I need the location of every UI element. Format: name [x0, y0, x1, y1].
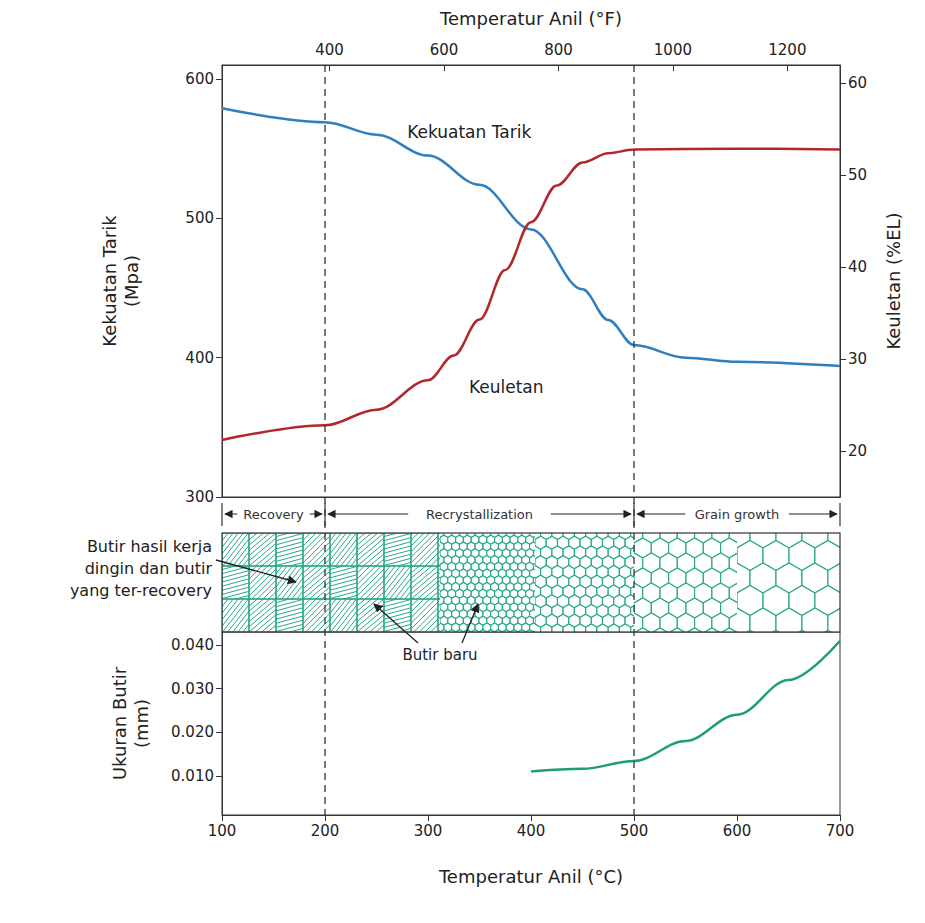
svg-text:Butir baru: Butir baru — [402, 646, 477, 664]
svg-text:500: 500 — [620, 822, 649, 840]
svg-text:Keuletan: Keuletan — [469, 377, 544, 397]
svg-text:Recovery: Recovery — [243, 507, 304, 522]
svg-text:700: 700 — [826, 822, 855, 840]
svg-text:20: 20 — [848, 442, 867, 460]
svg-text:400: 400 — [315, 41, 344, 59]
svg-text:0.030: 0.030 — [171, 680, 214, 698]
svg-text:200: 200 — [311, 822, 340, 840]
svg-text:(mm): (mm) — [131, 699, 152, 748]
svg-text:Temperatur Anil (°C): Temperatur Anil (°C) — [438, 866, 623, 887]
svg-text:600: 600 — [723, 822, 752, 840]
svg-text:Ukuran Butir: Ukuran Butir — [109, 666, 130, 780]
svg-text:1200: 1200 — [768, 41, 806, 59]
svg-text:100: 100 — [208, 822, 237, 840]
svg-text:400: 400 — [517, 822, 546, 840]
svg-text:600: 600 — [185, 70, 214, 88]
svg-text:300: 300 — [414, 822, 443, 840]
svg-text:50: 50 — [848, 166, 867, 184]
svg-text:Grain growth: Grain growth — [695, 507, 780, 522]
svg-text:1000: 1000 — [654, 41, 692, 59]
svg-text:Recrystallization: Recrystallization — [426, 507, 533, 522]
svg-text:800: 800 — [544, 41, 573, 59]
svg-text:40: 40 — [848, 258, 867, 276]
svg-text:300: 300 — [185, 488, 214, 506]
svg-text:60: 60 — [848, 74, 867, 92]
svg-text:Keuletan (%EL): Keuletan (%EL) — [883, 212, 904, 349]
svg-text:400: 400 — [185, 349, 214, 367]
svg-text:500: 500 — [185, 209, 214, 227]
svg-text:Butir hasil kerjadingin dan bu: Butir hasil kerjadingin dan butiryang te… — [70, 537, 213, 600]
svg-text:0.020: 0.020 — [171, 723, 214, 741]
svg-text:(Mpa): (Mpa) — [121, 255, 142, 307]
svg-text:Temperatur Anil (°F): Temperatur Anil (°F) — [439, 8, 622, 29]
svg-text:0.010: 0.010 — [171, 767, 214, 785]
svg-text:0.040: 0.040 — [171, 636, 214, 654]
svg-text:600: 600 — [430, 41, 459, 59]
svg-text:30: 30 — [848, 350, 867, 368]
svg-text:Kekuatan Tarik: Kekuatan Tarik — [407, 122, 531, 142]
svg-text:Kekuatan Tarik: Kekuatan Tarik — [99, 215, 120, 347]
